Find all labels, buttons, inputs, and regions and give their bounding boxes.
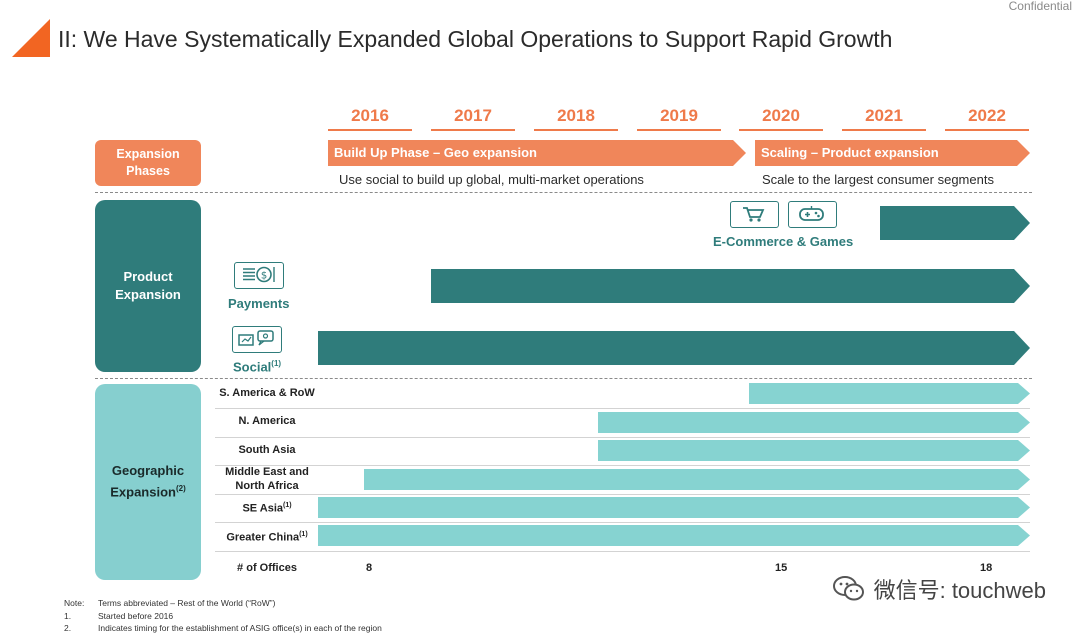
- row-separator: [215, 465, 1030, 466]
- page-title: II: We Have Systematically Expanded Glob…: [58, 26, 893, 52]
- phases-label-line1: Expansion: [116, 147, 180, 161]
- region-label-se-asia: SE Asia(1): [215, 499, 319, 516]
- wechat-logo-icon: [832, 576, 864, 601]
- product-expansion-label: Product Expansion: [95, 200, 201, 372]
- offices-label: # of Offices: [237, 562, 297, 574]
- build-up-phase-description: Use social to build up global, multi-mar…: [339, 172, 644, 187]
- divider-dashed-top: [95, 192, 1032, 193]
- svg-text:$: $: [261, 271, 267, 282]
- region-bar-greater-china: [318, 525, 1030, 546]
- ecommerce-games-label: E-Commerce & Games: [713, 234, 854, 249]
- mena-label-line1: Middle East and: [225, 466, 309, 478]
- footnote-1-text: Started before 2016: [98, 611, 174, 621]
- logo-triangle-icon: [12, 19, 50, 57]
- greater-china-footnote-ref: (1): [299, 531, 308, 538]
- row-separator: [215, 437, 1030, 438]
- region-bar-s-america: [749, 383, 1030, 404]
- build-up-phase-bar: Build Up Phase – Geo expansion: [328, 140, 746, 166]
- row-separator: [215, 551, 1030, 552]
- note-text: Terms abbreviated – Rest of the World (“…: [98, 598, 276, 608]
- footnote-2-text: Indicates timing for the establishment o…: [98, 623, 382, 633]
- expansion-phases-label: Expansion Phases: [95, 140, 201, 186]
- region-label-n-america: N. America: [238, 415, 296, 427]
- row-separator: [215, 408, 1030, 409]
- footnote-1-label: 1.: [64, 611, 72, 621]
- game-controller-icon: [788, 201, 837, 228]
- offices-count-2022: 18: [980, 562, 993, 574]
- social-chat-icon: [232, 326, 282, 353]
- footnote-2-label: 2.: [64, 623, 72, 633]
- region-bar-se-asia: [318, 497, 1030, 518]
- year-2021: 2021: [842, 106, 926, 131]
- geo-label-line1: Geographic: [111, 463, 185, 479]
- region-label-south-asia: South Asia: [238, 444, 296, 456]
- se-asia-label-text: SE Asia: [242, 502, 283, 515]
- region-bar-south-asia: [598, 440, 1030, 461]
- social-footnote-ref: (1): [271, 359, 282, 368]
- social-label-text: Social: [233, 359, 272, 375]
- product-label-line2: Expansion: [115, 287, 181, 302]
- shopping-cart-icon: [730, 201, 779, 228]
- offices-count-2020: 15: [775, 562, 788, 574]
- confidential-label: Confidential: [1008, 0, 1072, 13]
- geo-label-line2: Expansion: [110, 484, 176, 500]
- region-label-s-america: S. America & RoW: [219, 387, 315, 399]
- geographic-expansion-label: Geographic Expansion(2): [95, 384, 201, 580]
- note-label: Note:: [64, 598, 85, 608]
- year-2017: 2017: [431, 106, 515, 131]
- divider-dashed-middle: [95, 378, 1032, 379]
- scaling-phase-bar: Scaling – Product expansion: [755, 140, 1030, 166]
- year-2020: 2020: [739, 106, 823, 131]
- year-2016: 2016: [328, 106, 412, 131]
- year-2022: 2022: [945, 106, 1029, 131]
- year-2019: 2019: [637, 106, 721, 131]
- region-bar-n-america: [598, 412, 1030, 433]
- phases-label-line2: Phases: [126, 164, 170, 178]
- year-2018: 2018: [534, 106, 618, 131]
- ecommerce-games-bar: [880, 206, 1030, 240]
- product-label-line1: Product: [123, 269, 173, 284]
- offices-count-2016: 8: [366, 562, 373, 574]
- mena-label-line2: North Africa: [235, 480, 299, 492]
- social-bar: [318, 331, 1030, 365]
- payments-money-icon: $: [234, 262, 284, 289]
- se-asia-footnote-ref: (1): [283, 502, 292, 509]
- scaling-phase-description: Scale to the largest consumer segments: [762, 172, 994, 187]
- watermark: 微信号: touchweb: [832, 573, 1046, 605]
- social-label: Social(1): [233, 359, 281, 374]
- watermark-text: 微信号: touchweb: [873, 578, 1046, 603]
- row-separator: [215, 522, 1030, 523]
- geo-footnote-ref: (2): [175, 484, 186, 494]
- row-separator: [215, 494, 1030, 495]
- payments-label: Payments: [228, 296, 290, 311]
- region-label-greater-china: Greater China(1): [215, 528, 319, 545]
- region-label-mena: Middle East and North Africa: [215, 465, 319, 493]
- greater-china-label-text: Greater China: [226, 531, 300, 544]
- payments-bar: [431, 269, 1030, 303]
- region-bar-mena: [364, 469, 1030, 490]
